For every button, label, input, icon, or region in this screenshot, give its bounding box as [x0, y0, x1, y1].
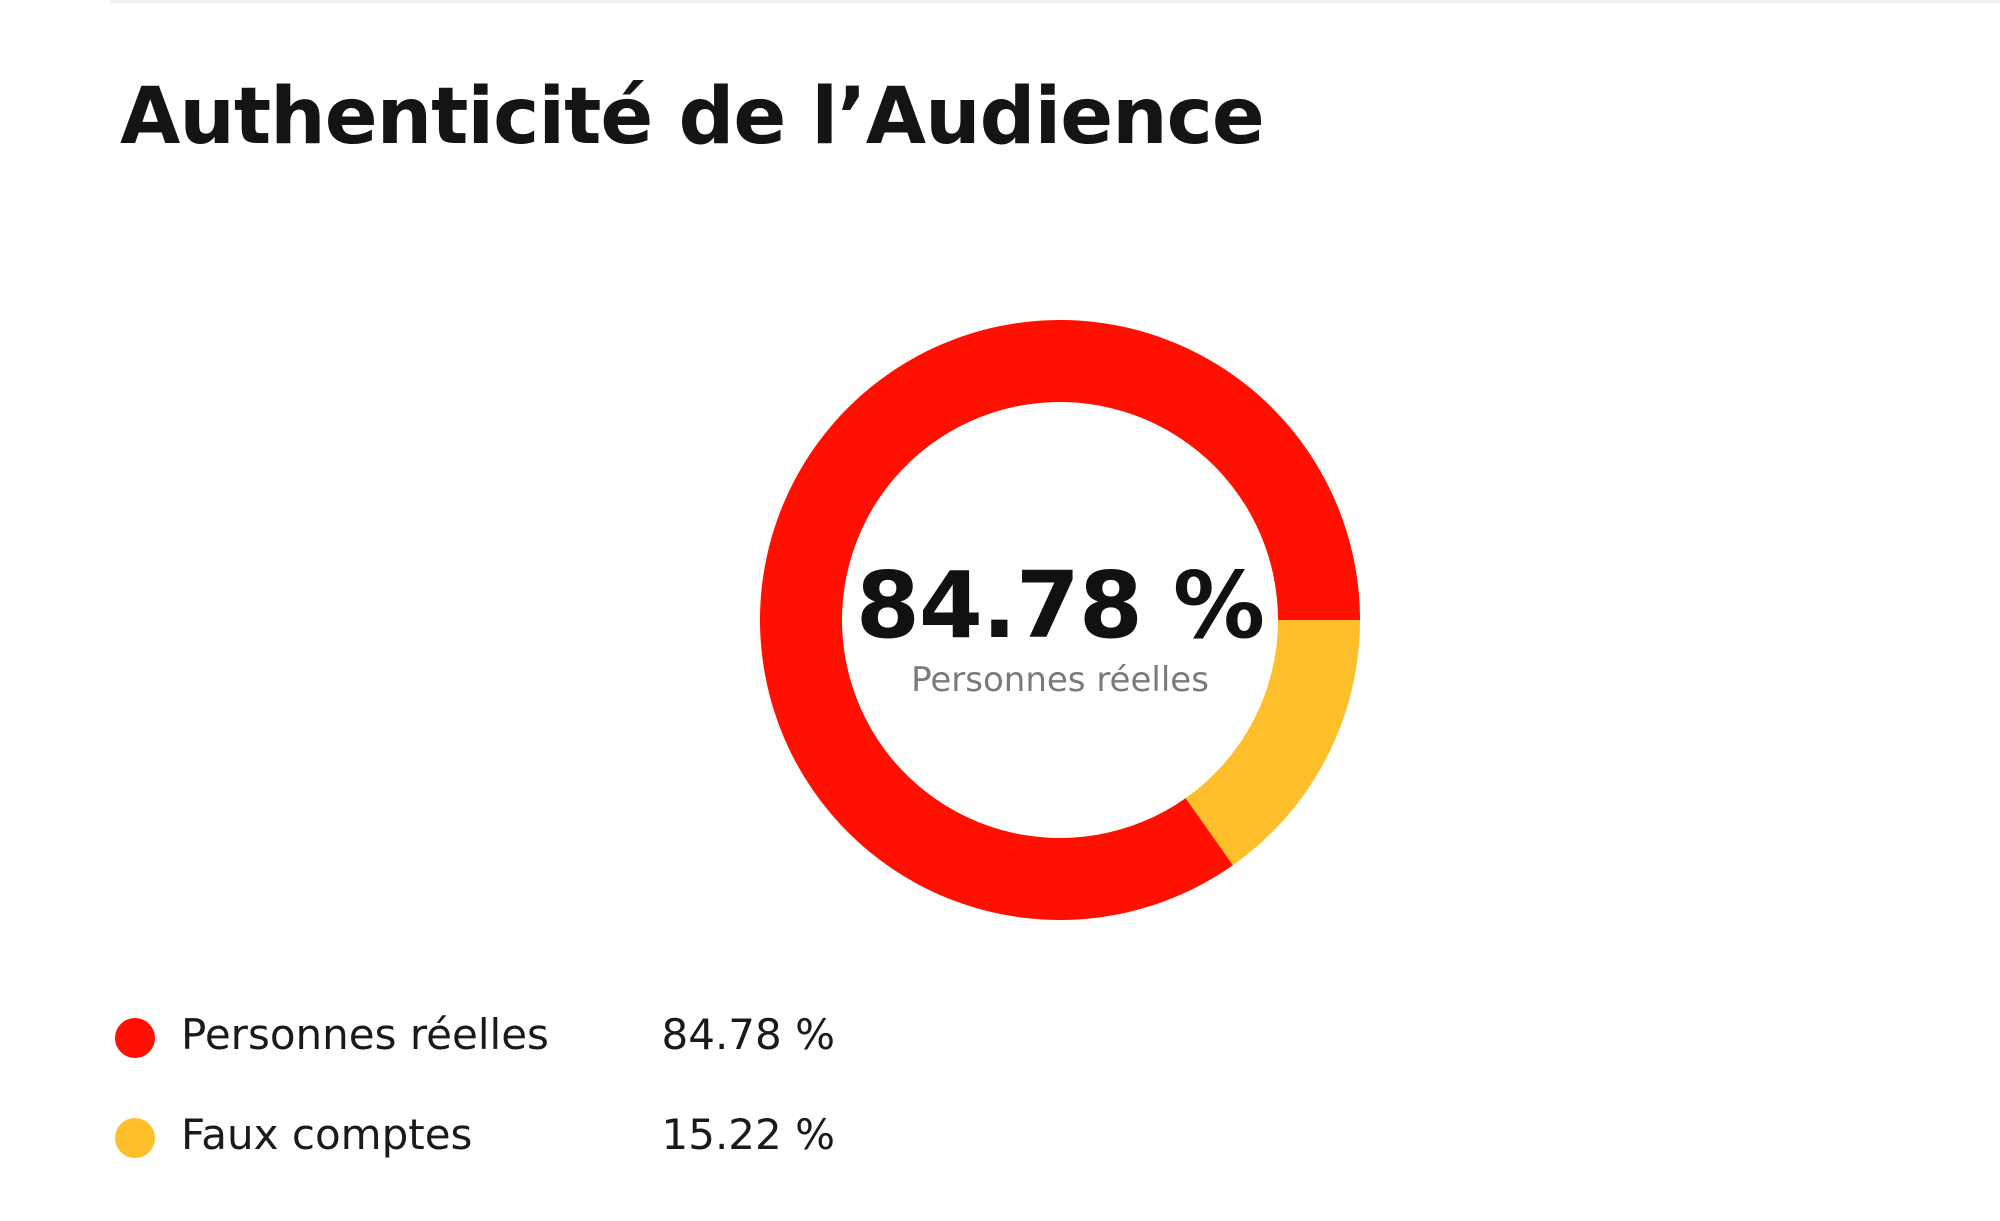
- legend-label-personnes-reelles: Personnes réelles: [181, 1010, 549, 1059]
- legend-value-personnes-reelles: 84.78 %: [661, 1010, 836, 1059]
- center-value: 84.78 %: [855, 552, 1265, 659]
- legend-swatch-faux-comptes: [115, 1118, 155, 1158]
- center-label: Personnes réelles: [911, 660, 1209, 700]
- donut-slice-faux-comptes: [1185, 620, 1360, 866]
- donut-chart: 84.78 % Personnes réelles: [730, 290, 1390, 950]
- legend-label-faux-comptes: Faux comptes: [181, 1110, 473, 1159]
- top-divider: [110, 0, 2000, 3]
- chart-legend: Personnes réelles 84.78 % Faux comptes 1…: [115, 1000, 835, 1200]
- legend-swatch-personnes-reelles: [115, 1018, 155, 1058]
- legend-value-faux-comptes: 15.22 %: [661, 1110, 836, 1159]
- chart-title: Authenticité de l’Audience: [120, 72, 1265, 162]
- donut-svg: [760, 320, 1360, 921]
- legend-item-faux-comptes: Faux comptes 15.22 %: [115, 1100, 835, 1200]
- legend-item-personnes-reelles: Personnes réelles 84.78 %: [115, 1000, 835, 1100]
